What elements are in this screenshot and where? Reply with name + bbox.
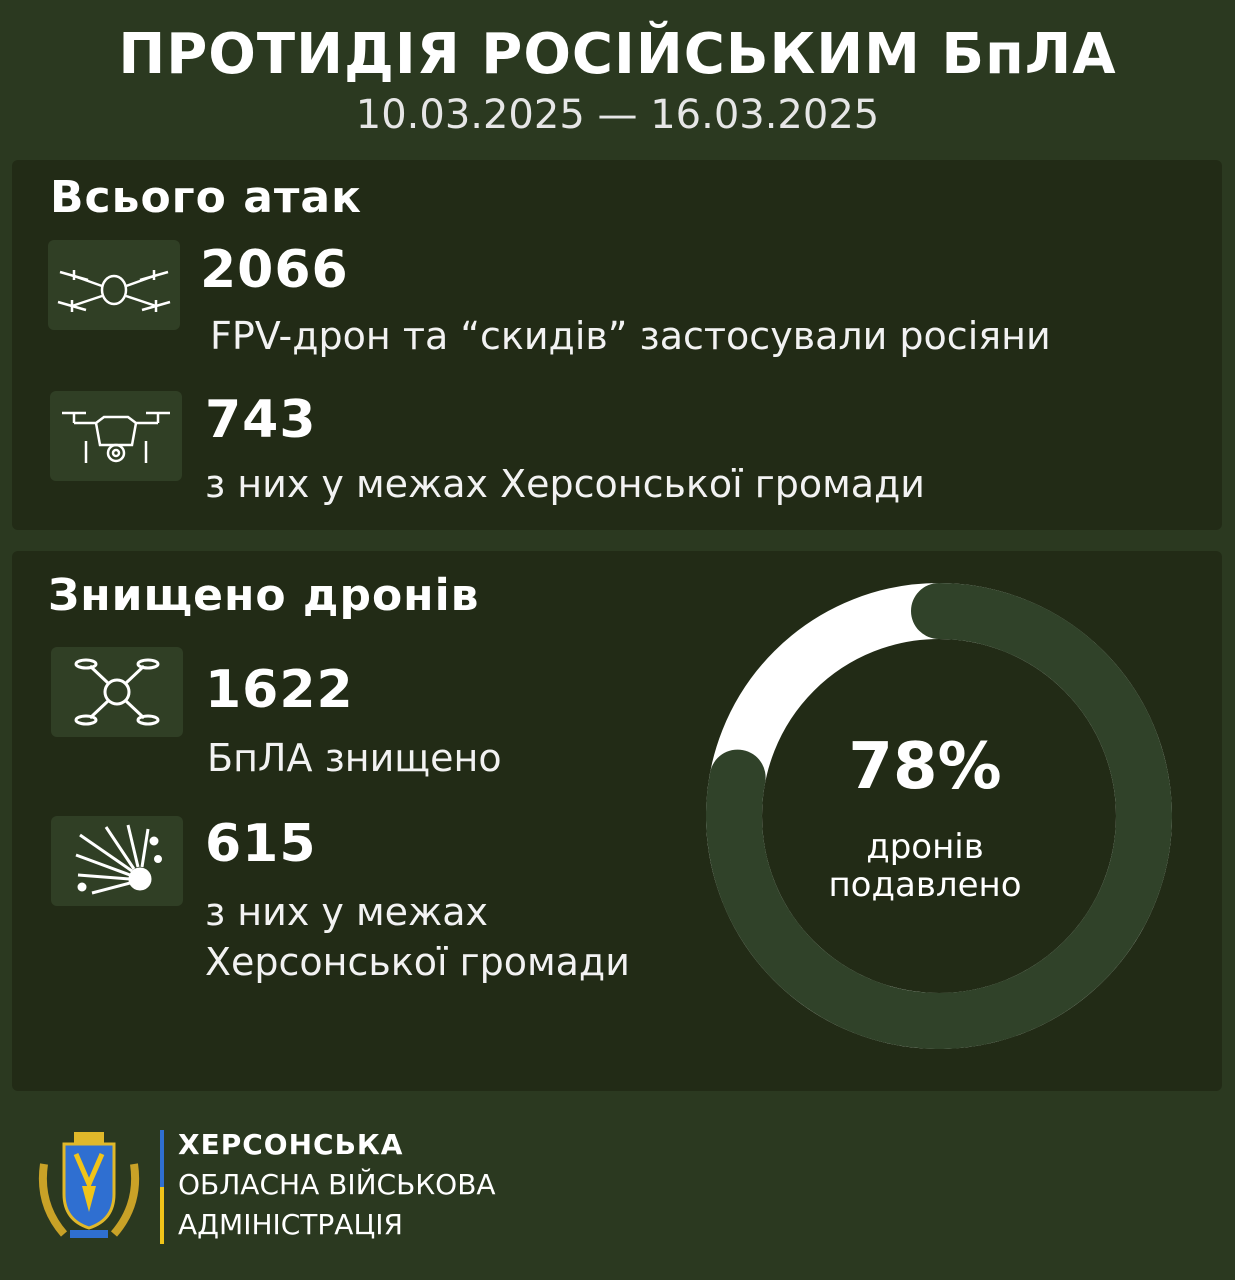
- destroyed-total-description: БпЛА знищено: [207, 736, 502, 780]
- destroyed-title: Знищено дронів: [48, 570, 480, 621]
- date-range: 10.03.2025 — 16.03.2025: [355, 92, 880, 138]
- attacks-total-description: FPV-дрон та “скидів” застосували росіяни: [210, 314, 1051, 358]
- kherson-coat-of-arms-logo: [34, 1124, 144, 1248]
- quadcopter-icon: [48, 240, 180, 330]
- destroyed-kherson-value: 615: [205, 814, 317, 874]
- page-title: ПРОТИДІЯ РОСІЙСЬКИМ БпЛА: [118, 22, 1117, 87]
- explosion-icon: [51, 816, 183, 906]
- attacks-panel: [12, 160, 1222, 530]
- attacks-total-value: 2066: [200, 240, 349, 300]
- footer-divider: [160, 1130, 164, 1244]
- destroyed-total-value: 1622: [205, 660, 354, 720]
- destroyed-kherson-description-line2: Херсонської громади: [205, 940, 630, 984]
- drone-icon: [51, 647, 183, 737]
- org-name-line2: ОБЛАСНА ВІЙСЬКОВА: [178, 1168, 496, 1201]
- ring-track-arc: [706, 583, 1172, 1049]
- suppressed-label: дронів подавлено: [780, 828, 1070, 904]
- attacks-title: Всього атак: [50, 172, 362, 223]
- suppressed-percent: 78%: [848, 730, 1002, 804]
- suppressed-label-line1: дронів: [866, 827, 984, 867]
- attacks-kherson-description: з них у межах Херсонської громади: [205, 462, 925, 506]
- destroyed-kherson-description-line1: з них у межах: [205, 890, 489, 934]
- org-name-line3: АДМІНІСТРАЦІЯ: [178, 1208, 403, 1241]
- org-name-line1: ХЕРСОНСЬКА: [178, 1128, 404, 1161]
- camera-drone-icon: [50, 391, 182, 481]
- suppressed-ring-chart: [706, 583, 1172, 1049]
- suppressed-label-line2: подавлено: [828, 865, 1022, 905]
- attacks-kherson-value: 743: [205, 390, 317, 450]
